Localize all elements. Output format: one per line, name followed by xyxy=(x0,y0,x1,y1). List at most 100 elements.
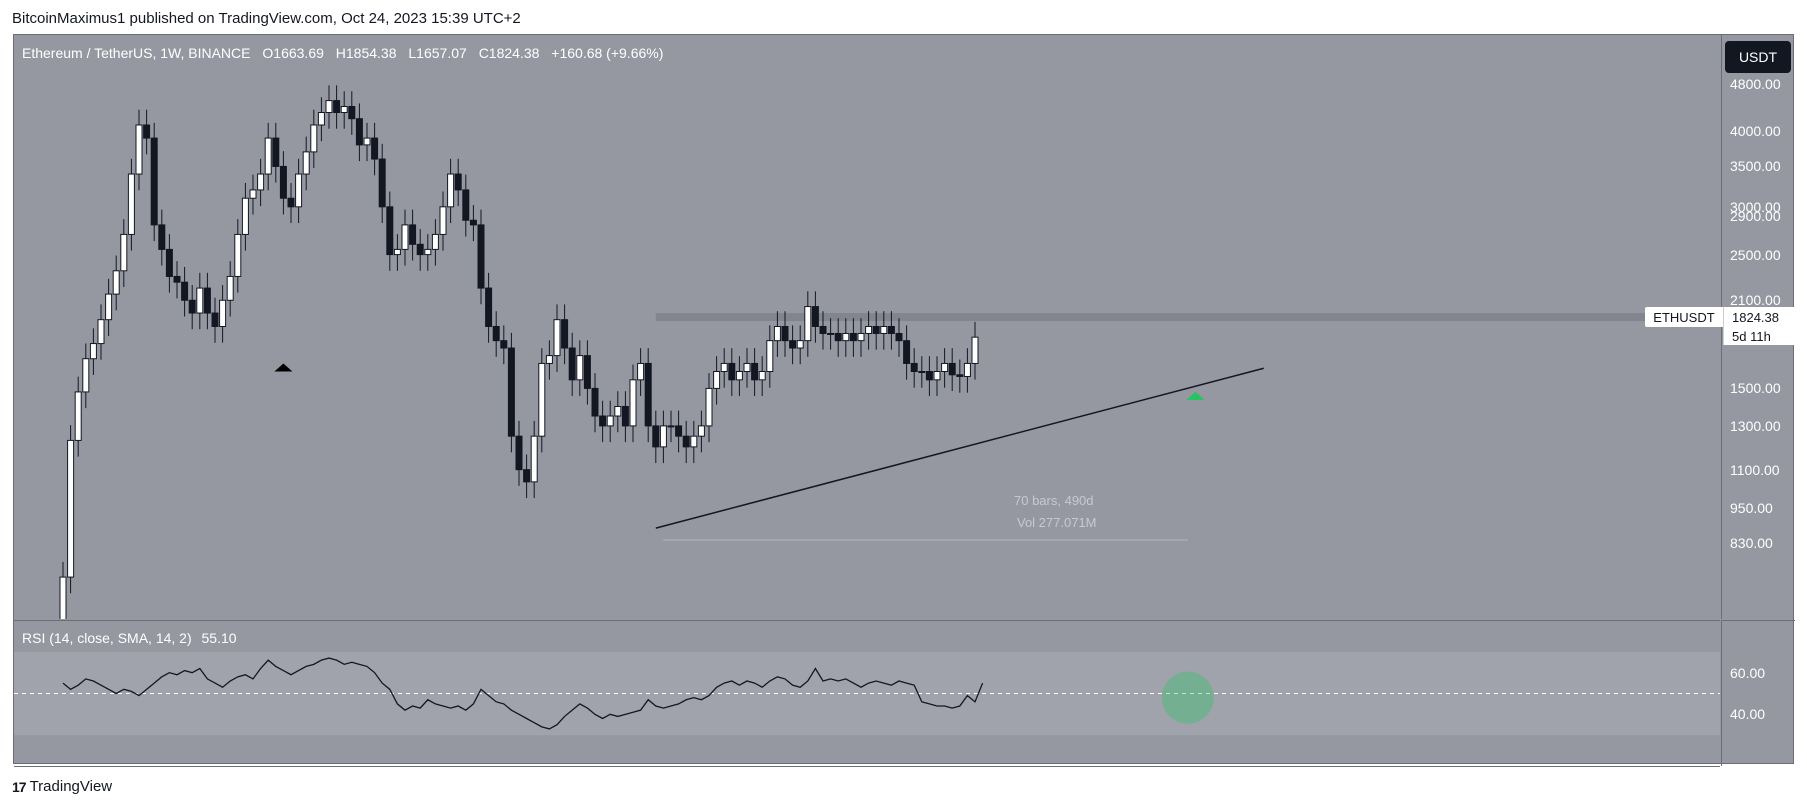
candle-body-bear xyxy=(333,100,341,114)
candle xyxy=(743,348,751,388)
candle xyxy=(538,348,546,453)
time-axis[interactable]: 2021 Apr Jul Oct 2022 Apr Jul Oct 2023 Apr Jul Oct 2… xyxy=(14,766,1720,800)
legend-change: +160.68 (+9.66%) xyxy=(551,45,664,61)
candle xyxy=(416,229,424,271)
candle-body-bull xyxy=(637,362,645,381)
candle-body-bull xyxy=(135,124,143,175)
candle-body-bear xyxy=(279,165,287,199)
candle-body-bear xyxy=(644,362,652,427)
candle xyxy=(105,278,113,336)
candle-body-bull xyxy=(249,189,257,199)
candle xyxy=(705,373,713,443)
rsi-axis-label: 40.00 xyxy=(1730,706,1766,723)
candle xyxy=(127,158,135,251)
price-axis-label: 950.00 xyxy=(1730,500,1773,517)
time-axis-label: Jul xyxy=(251,777,270,793)
candle xyxy=(507,332,515,453)
candle xyxy=(614,391,622,433)
tradingview-logo-icon: 17 xyxy=(12,778,27,795)
time-axis-label: 2024 xyxy=(1233,777,1265,793)
price-axis[interactable]: 4800.00 4000.00 3500.00 3000.00 2900.00 2500.… xyxy=(1721,35,1795,619)
candle xyxy=(355,103,363,162)
support-trendline xyxy=(655,367,1264,529)
candle xyxy=(295,158,303,224)
candle xyxy=(279,151,287,215)
candle xyxy=(371,122,379,176)
rsi-chart-svg[interactable] xyxy=(14,621,1720,767)
candle xyxy=(834,318,842,357)
candle-body-bear xyxy=(462,189,470,221)
price-axis-label: 2500.00 xyxy=(1730,246,1781,263)
candle-body-bull xyxy=(576,355,584,381)
candle-body-bull xyxy=(317,112,325,126)
candle-body-bear xyxy=(652,425,660,448)
candle-body-bull xyxy=(773,325,781,342)
candle xyxy=(713,356,721,405)
candle-body-bear xyxy=(386,206,394,256)
candle-body-bear xyxy=(181,281,189,301)
candle-body-bull xyxy=(447,173,455,208)
candle xyxy=(454,158,462,207)
candle xyxy=(948,348,956,392)
candle-body-bull xyxy=(401,224,409,250)
price-axis-label: 4000.00 xyxy=(1730,123,1781,140)
candle xyxy=(887,311,895,350)
published-header: BitcoinMaximus1 published on TradingView… xyxy=(12,10,521,27)
candle-body-bull xyxy=(67,439,75,578)
price-axis-label: 1500.00 xyxy=(1730,380,1781,397)
candle-body-bull xyxy=(735,371,743,381)
candle xyxy=(659,410,667,464)
candle-body-bear xyxy=(568,347,576,381)
candle-body-bull xyxy=(553,319,561,357)
price-tag-price: 1824.38 xyxy=(1723,307,1797,327)
candle-body-bear xyxy=(272,137,280,167)
candle xyxy=(606,400,614,443)
candle-body-bear xyxy=(371,137,379,160)
legend-high: H1854.38 xyxy=(335,45,397,61)
candle xyxy=(697,410,705,453)
time-axis-label: Oct xyxy=(1138,777,1161,793)
candle xyxy=(173,261,181,299)
candle xyxy=(591,373,599,433)
candle-body-bull xyxy=(112,270,120,295)
currency-badge[interactable]: USDT xyxy=(1725,41,1791,73)
candle-body-bull xyxy=(302,151,310,175)
candle-body-bull xyxy=(59,576,67,619)
price-axis-label: 3500.00 xyxy=(1730,158,1781,175)
chart-frame[interactable]: Ethereum / TetherUS, 1W, BINANCE O1663.6… xyxy=(13,34,1797,793)
candle-body-bull xyxy=(226,275,234,301)
candle xyxy=(219,284,227,343)
candle-body-bear xyxy=(925,371,933,381)
candle xyxy=(842,318,850,357)
candle-body-bear xyxy=(675,425,683,437)
candle xyxy=(690,420,698,464)
rsi-pane[interactable]: RSI (14, close, SMA, 14, 2) 55.10 xyxy=(14,620,1720,766)
candle xyxy=(181,266,189,317)
candle xyxy=(667,410,675,443)
candle xyxy=(872,311,880,350)
candle-body-bull xyxy=(963,362,971,377)
candle xyxy=(865,311,873,350)
candle xyxy=(226,261,234,317)
candle-body-bull xyxy=(393,248,401,256)
rsi-value: 55.10 xyxy=(201,630,237,646)
candle xyxy=(576,340,584,397)
candle xyxy=(378,143,386,224)
price-chart-svg[interactable] xyxy=(14,35,1720,619)
candle xyxy=(67,425,75,594)
symbol-legend: Ethereum / TetherUS, 1W, BINANCE O1663.6… xyxy=(22,45,663,61)
candle-body-bull xyxy=(530,435,538,483)
candle xyxy=(272,122,280,183)
candle-body-bear xyxy=(203,287,211,314)
candle-body-bull xyxy=(82,358,90,393)
rsi-axis[interactable]: 60.00 40.00 xyxy=(1721,620,1795,766)
candle xyxy=(629,364,637,443)
price-pane[interactable]: Ethereum / TetherUS, 1W, BINANCE O1663.6… xyxy=(14,35,1720,619)
candle xyxy=(735,356,743,397)
candle-body-bull xyxy=(720,362,728,373)
candle-body-bull xyxy=(310,124,318,153)
candle xyxy=(264,122,272,191)
candle-body-bull xyxy=(629,379,637,427)
time-axis-label: 2021 xyxy=(47,777,79,793)
candle-body-bull xyxy=(74,391,82,441)
